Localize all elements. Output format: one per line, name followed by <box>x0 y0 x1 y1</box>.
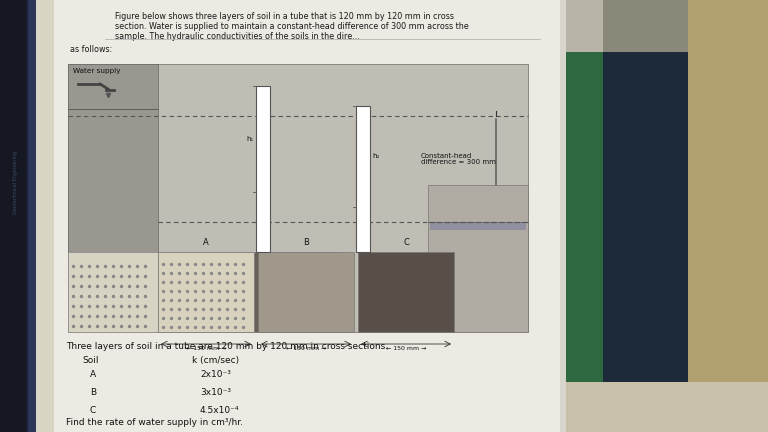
Bar <box>358 252 454 332</box>
Bar <box>688 0 768 432</box>
Text: Geotechnical Engineering: Geotechnical Engineering <box>12 150 18 213</box>
Text: 4.5x10⁻⁴: 4.5x10⁻⁴ <box>200 406 240 415</box>
Text: Figure below shows three layers of soil in a tube that is 120 mm by 120 mm in cr: Figure below shows three layers of soil … <box>115 12 454 21</box>
Bar <box>0 0 28 432</box>
Bar <box>68 252 158 332</box>
Bar <box>565 52 603 382</box>
Text: C: C <box>90 406 96 415</box>
Bar <box>603 0 688 52</box>
Text: h₂: h₂ <box>372 153 379 159</box>
Bar <box>54 0 560 432</box>
Text: Three layers of soil in a tube are 120 mm by 120 mm in cross sections.: Three layers of soil in a tube are 120 m… <box>66 342 388 351</box>
Text: ← 150 mm →: ← 150 mm → <box>286 346 326 351</box>
Bar <box>68 64 528 332</box>
Text: Find the rate of water supply in cm³/hr.: Find the rate of water supply in cm³/hr. <box>66 418 243 427</box>
Bar <box>36 0 54 432</box>
Bar <box>0 0 26 432</box>
Bar <box>356 106 370 252</box>
Text: Water supply: Water supply <box>73 68 121 74</box>
Bar <box>28 0 36 432</box>
Bar <box>248 252 338 332</box>
Text: ← 150 mm →: ← 150 mm → <box>386 346 426 351</box>
Bar <box>258 252 354 332</box>
Bar <box>555 52 565 382</box>
Text: ← 150 mm →: ← 150 mm → <box>186 346 227 351</box>
Text: as follows:: as follows: <box>70 45 112 54</box>
Bar <box>540 382 768 432</box>
Bar <box>158 252 248 332</box>
Text: k (cm/sec): k (cm/sec) <box>192 356 239 365</box>
Text: A: A <box>203 238 209 247</box>
Text: Soil: Soil <box>82 356 98 365</box>
Text: sample. The hydraulic conductivities of the soils in the dire...: sample. The hydraulic conductivities of … <box>115 32 359 41</box>
Bar <box>603 52 688 432</box>
Bar <box>428 184 528 332</box>
Bar <box>430 222 526 230</box>
Text: 2x10⁻³: 2x10⁻³ <box>200 370 231 379</box>
Bar <box>158 252 254 332</box>
Text: A: A <box>90 370 96 379</box>
Text: section. Water is supplied to maintain a constant-head difference of 300 mm acro: section. Water is supplied to maintain a… <box>115 22 468 31</box>
Text: h₁: h₁ <box>247 136 254 142</box>
Bar <box>68 64 158 292</box>
Text: B: B <box>90 388 96 397</box>
Bar <box>256 86 270 252</box>
Bar <box>560 0 566 432</box>
Text: B: B <box>303 238 309 247</box>
Text: C: C <box>403 238 409 247</box>
Text: Constant-head
difference = 300 mm: Constant-head difference = 300 mm <box>421 152 496 165</box>
Text: 3x10⁻³: 3x10⁻³ <box>200 388 231 397</box>
